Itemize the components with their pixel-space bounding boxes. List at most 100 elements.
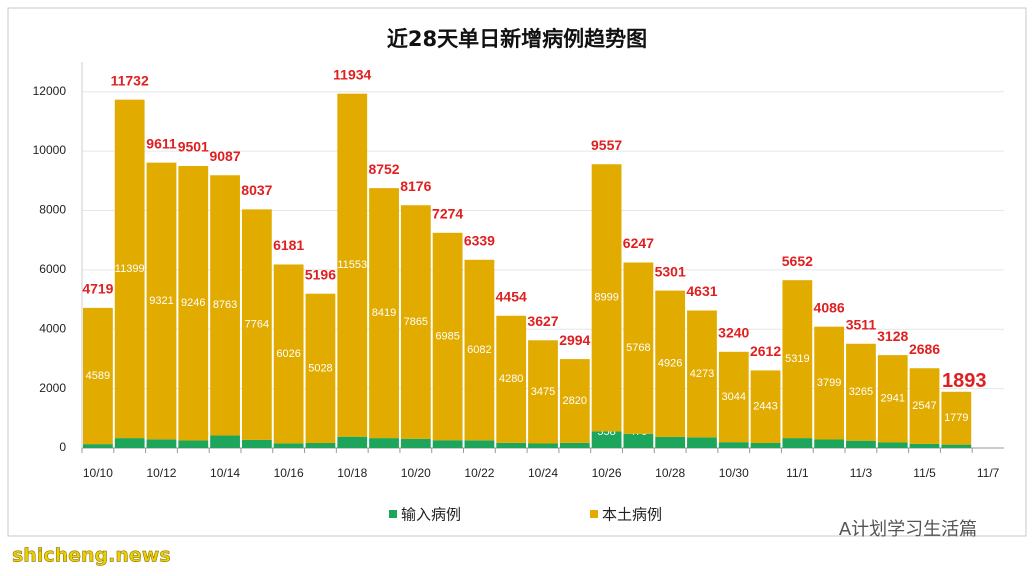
segment-label: 4926 (658, 358, 682, 370)
bar-segment (83, 307, 113, 445)
bar-segment (877, 355, 908, 443)
total-label: 9087 (209, 148, 240, 164)
total-label: 8752 (368, 161, 399, 177)
bar-segment (909, 368, 940, 444)
total-label: 9557 (591, 137, 622, 153)
legend-swatch (389, 510, 397, 518)
x-tick-label: 10/18 (337, 466, 367, 480)
bar-segment (718, 351, 749, 443)
x-tick-label: 10/26 (592, 466, 622, 480)
segment-label: 2941 (880, 393, 904, 405)
x-tick-label: 10/24 (528, 466, 558, 480)
total-label: 2686 (909, 341, 940, 357)
segment-label: 2820 (563, 395, 587, 407)
bar-segment (877, 442, 908, 448)
bar-segment (591, 164, 622, 432)
bar-segment (782, 280, 813, 439)
y-tick-label: 10000 (33, 143, 67, 157)
segment-label: 5028 (308, 362, 332, 374)
y-tick-label: 0 (59, 440, 66, 454)
total-label: 8176 (400, 178, 431, 194)
bar-segment (941, 444, 972, 448)
bar-segment (146, 162, 177, 440)
total-label: 3128 (877, 328, 908, 344)
x-tick-label: 10/28 (655, 466, 685, 480)
bar-segment (210, 175, 240, 436)
segment-label: 6026 (276, 348, 300, 360)
legend-label: 本土病例 (602, 506, 662, 524)
y-tick-label: 12000 (33, 84, 67, 98)
x-tick-label: 10/16 (274, 466, 304, 480)
total-label: 8037 (241, 182, 272, 198)
total-label: 3240 (718, 325, 749, 341)
bar-segment (146, 439, 177, 448)
bar-segment (369, 438, 399, 448)
segment-label: 1779 (944, 412, 968, 424)
segment-label: 5768 (626, 342, 650, 354)
segment-label: 4273 (690, 368, 714, 380)
total-label: 6247 (623, 235, 654, 251)
segment-label: 6985 (435, 330, 459, 342)
total-label: 5652 (782, 253, 813, 269)
segment-label: 8999 (594, 292, 618, 304)
segment-label: 6082 (467, 344, 491, 356)
bar-segment (559, 359, 590, 443)
segment-label: 3475 (531, 386, 555, 398)
x-tick-label: 11/1 (786, 466, 809, 480)
segment-label: 7865 (404, 316, 428, 328)
bar-segment (782, 438, 813, 448)
y-tick-label: 8000 (39, 203, 66, 217)
total-label: 11934 (333, 66, 371, 82)
segment-label: 8419 (372, 307, 396, 319)
bar-segment (337, 436, 368, 448)
total-label: 4454 (496, 288, 527, 304)
segment-label: 3044 (722, 391, 746, 403)
bar-segment (655, 436, 686, 448)
bar-segment (400, 438, 431, 448)
x-tick-label: 11/3 (850, 466, 873, 480)
bar-segment (273, 443, 304, 448)
segment-label: 4280 (499, 373, 523, 385)
bar-segment (623, 262, 654, 434)
total-label: 3627 (527, 313, 558, 329)
bar-segment (687, 437, 717, 448)
bar-segment (941, 391, 972, 445)
bar-segment (273, 264, 304, 444)
bar-segment (464, 440, 495, 448)
bar-segment (750, 370, 781, 443)
total-label: 4719 (82, 281, 113, 297)
site-watermark: shicheng.news (12, 545, 171, 567)
x-tick-label: 10/14 (210, 466, 240, 480)
y-tick-label: 6000 (39, 262, 66, 276)
bar-segment (83, 444, 113, 448)
total-label: 2612 (750, 343, 781, 359)
bar-segment (241, 209, 272, 440)
total-label: 4086 (814, 299, 845, 315)
bar-segment (337, 93, 368, 437)
total-label: 7274 (432, 206, 463, 222)
total-label: 5196 (305, 266, 336, 282)
total-label: 9501 (178, 139, 209, 155)
bar-segment (718, 442, 749, 448)
total-label: 9611 (146, 135, 177, 151)
bar-segment (369, 188, 399, 439)
segment-label: 9321 (149, 295, 173, 307)
bar-segment (814, 439, 845, 448)
x-tick-label: 11/7 (977, 466, 1000, 480)
bar-segment (496, 315, 527, 443)
bar-segment (846, 440, 876, 448)
y-tick-label: 4000 (39, 321, 66, 335)
segment-label: 11399 (115, 263, 145, 275)
bar-segment (623, 433, 654, 448)
segment-label: 3799 (817, 377, 841, 389)
bar-segment (687, 310, 717, 438)
bar-segment (750, 442, 781, 448)
bar-segment (305, 293, 336, 444)
bar-segment (114, 99, 145, 439)
segment-label: 7764 (245, 319, 269, 331)
bar-segment (464, 259, 495, 441)
watermark: A计划学习生活篇 (839, 519, 977, 540)
bar-segment (528, 340, 558, 444)
bar-segment (559, 442, 590, 448)
